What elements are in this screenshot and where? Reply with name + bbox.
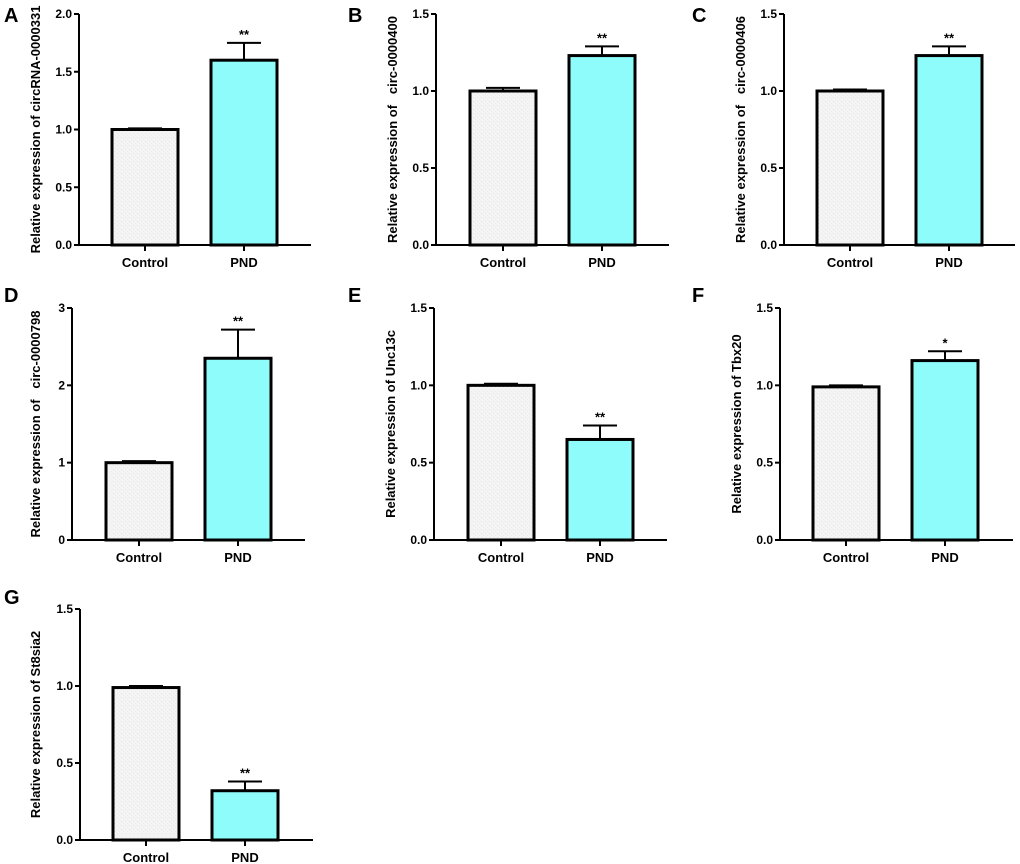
x-tick-label: PND: [931, 550, 958, 565]
y-axis-title: Relative expression of circRNA-0000331: [28, 6, 43, 254]
bar-pnd: [910, 359, 980, 542]
panel-a: A Relative expression of circRNA-0000331 0…: [4, 5, 311, 270]
y-tick-label: 0.0: [56, 833, 73, 847]
panel-letter: E: [348, 285, 361, 307]
y-tick-label: 0.5: [410, 456, 427, 470]
y-axis-title: Relative expression of circ-0000406: [733, 16, 748, 243]
y-tick-label: 0: [58, 533, 65, 547]
y-tick-label: 0.5: [412, 161, 429, 175]
y-axis-title: Relative expression of Unc13c: [383, 330, 398, 518]
panel-e: E Relative expression of Unc13c 0.0 0.5 1.0 1…: [348, 285, 667, 565]
panel-letter: C: [692, 5, 706, 27]
x-tick-label: Control: [122, 255, 168, 270]
y-tick-label: 1.5: [760, 7, 777, 21]
panel-letter: A: [4, 5, 18, 27]
y-tick-label: 1.5: [56, 602, 73, 616]
y-tick-label: 2: [58, 378, 65, 392]
bar-control: [815, 89, 885, 247]
panel-f: F Relative expression of Tbx20 0.0 0.5 1.0 1.…: [692, 285, 1013, 565]
y-tick-label: 1.0: [760, 84, 777, 98]
panel-b: B Relative expression of circ-0000400 0.0 0…: [348, 5, 669, 270]
y-tick-label: 0.5: [55, 180, 72, 194]
y-tick-label: 1.0: [410, 378, 427, 392]
significance-marker: **: [597, 30, 608, 45]
bar-pnd: [203, 356, 273, 542]
y-tick-label: 1.0: [756, 378, 773, 392]
x-tick-label: PND: [224, 550, 251, 565]
panel-c: C Relative expression of circ-0000406 0.0 0…: [692, 5, 1015, 270]
bar-control: [111, 686, 181, 842]
bar-pnd: [567, 54, 637, 247]
bar-control: [110, 128, 180, 247]
y-tick-label: 1.5: [756, 301, 773, 315]
bar-pnd: [565, 437, 635, 542]
y-axis-title: Relative expression of circ-0000798: [28, 311, 43, 538]
x-tick-label: Control: [478, 550, 524, 565]
panel-letter: F: [692, 285, 704, 307]
significance-marker: *: [942, 335, 948, 350]
y-tick-label: 3: [58, 301, 65, 315]
x-tick-label: PND: [230, 255, 257, 270]
x-tick-label: Control: [823, 550, 869, 565]
y-tick-label: 0.5: [756, 456, 773, 470]
y-tick-label: 2.0: [55, 7, 72, 21]
y-tick-label: 1.0: [412, 84, 429, 98]
x-tick-label: Control: [123, 850, 169, 864]
bar-pnd: [914, 54, 984, 247]
y-tick-label: 1.5: [410, 301, 427, 315]
y-tick-label: 0.0: [756, 533, 773, 547]
panel-g: G Relative expression of St8sia2 0.0 0.5 1.0…: [4, 587, 313, 864]
y-axis-title: Relative expression of circ-0000400: [385, 16, 400, 243]
x-tick-label: PND: [588, 255, 615, 270]
y-tick-label: 0.5: [56, 756, 73, 770]
bar-pnd: [210, 789, 280, 842]
x-tick-label: Control: [480, 255, 526, 270]
y-tick-label: 0.0: [760, 238, 777, 252]
y-tick-label: 0.5: [760, 161, 777, 175]
y-tick-label: 1.5: [412, 7, 429, 21]
panel-d: D Relative expression of circ-0000798 0 1 2 3…: [4, 285, 305, 565]
x-tick-label: PND: [935, 255, 962, 270]
y-tick-label: 1.0: [55, 123, 72, 137]
y-tick-label: 0.0: [410, 533, 427, 547]
bar-pnd: [209, 58, 279, 247]
y-tick-label: 0.0: [412, 238, 429, 252]
panel-letter: D: [4, 285, 18, 307]
y-axis-title: Relative expression of St8sia2: [28, 631, 43, 818]
y-axis-title: Relative expression of Tbx20: [729, 334, 744, 513]
y-tick-label: 0.0: [55, 238, 72, 252]
significance-marker: **: [595, 410, 606, 425]
y-tick-label: 1.0: [56, 679, 73, 693]
x-tick-label: PND: [231, 850, 258, 864]
panel-letter: G: [4, 587, 20, 609]
significance-marker: **: [240, 765, 251, 780]
bar-control: [811, 385, 881, 542]
x-tick-label: Control: [116, 550, 162, 565]
significance-marker: **: [233, 314, 244, 329]
significance-marker: **: [239, 27, 250, 42]
y-tick-label: 1.5: [55, 65, 72, 79]
bar-control: [466, 383, 536, 542]
panel-letter: B: [348, 5, 362, 27]
bar-control: [104, 461, 174, 542]
x-tick-label: PND: [586, 550, 613, 565]
bar-control: [468, 89, 538, 247]
x-tick-label: Control: [827, 255, 873, 270]
y-tick-label: 1: [58, 456, 65, 470]
significance-marker: **: [944, 30, 955, 45]
